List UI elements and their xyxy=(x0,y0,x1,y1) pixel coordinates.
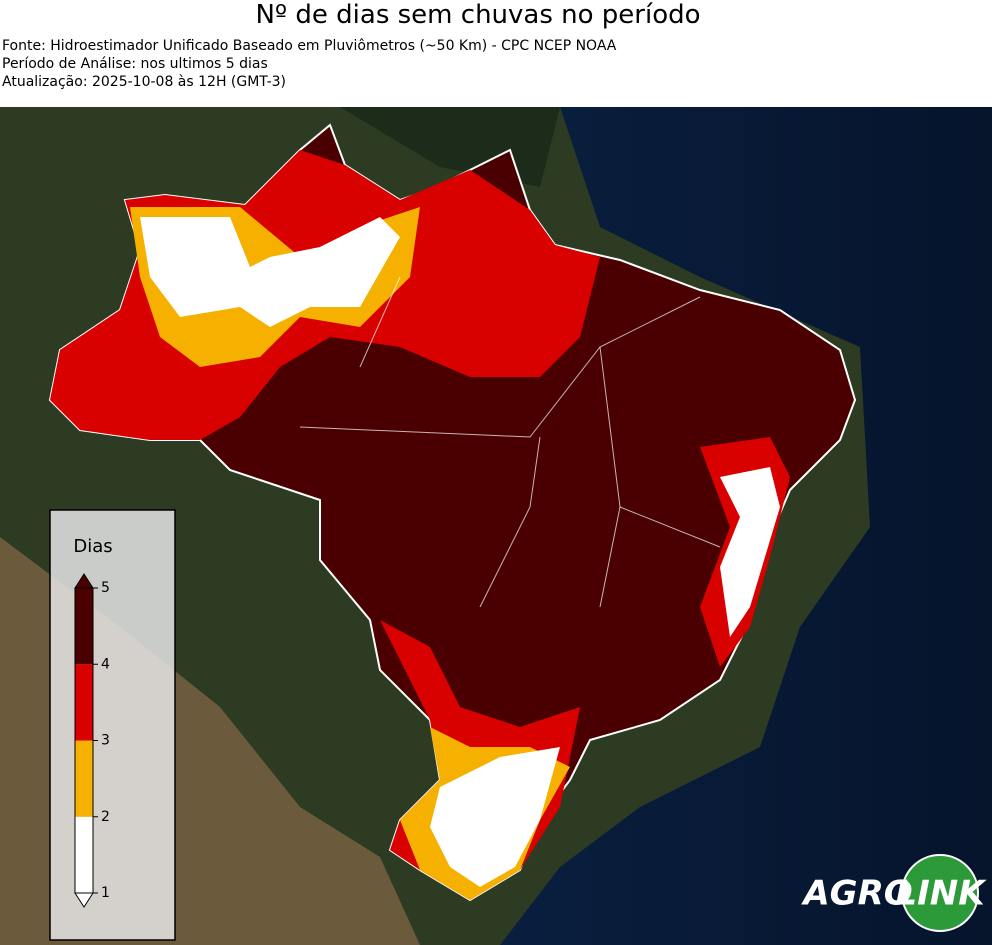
white-zone-north xyxy=(140,217,400,327)
colorbar-bin xyxy=(75,664,93,741)
white-zone-south xyxy=(430,747,560,887)
border xyxy=(359,276,721,548)
colorbar-bin xyxy=(75,588,93,665)
update-line: Atualização: 2025-10-08 às 12H (GMT-3) xyxy=(2,74,286,90)
logo-left: AGRO xyxy=(800,874,912,914)
legend-box xyxy=(49,509,176,941)
tick-label: 5 xyxy=(101,580,110,596)
logo-circle xyxy=(901,854,979,932)
colorbar-bin xyxy=(75,816,93,893)
border xyxy=(299,296,701,438)
state-borders xyxy=(299,276,721,608)
colorbar-panel: Dias 1 2 3 4 5 xyxy=(49,509,176,941)
tick-label: 2 xyxy=(101,809,110,825)
white-zone-east xyxy=(720,467,780,637)
legend-title: Dias xyxy=(73,536,112,557)
tick-label: 4 xyxy=(101,656,110,672)
source-line: Fonte: Hidroestimador Unificado Baseado … xyxy=(2,38,617,54)
logo-right: LINK xyxy=(895,874,987,914)
header: Nº de dias sem chuvas no período Fonte: … xyxy=(0,0,992,107)
tick-label: 1 xyxy=(101,885,110,901)
tick-label: 3 xyxy=(101,733,110,749)
colorbar: 1 2 3 4 5 xyxy=(74,573,110,908)
map: Dias 1 2 3 4 5 AGRO LINK xyxy=(0,107,992,945)
title: Nº de dias sem chuvas no período xyxy=(255,0,701,30)
colorbar-bin xyxy=(75,740,93,817)
period-line: Período de Análise: nos ultimos 5 dias xyxy=(2,56,268,72)
logo: AGRO LINK xyxy=(800,854,987,932)
